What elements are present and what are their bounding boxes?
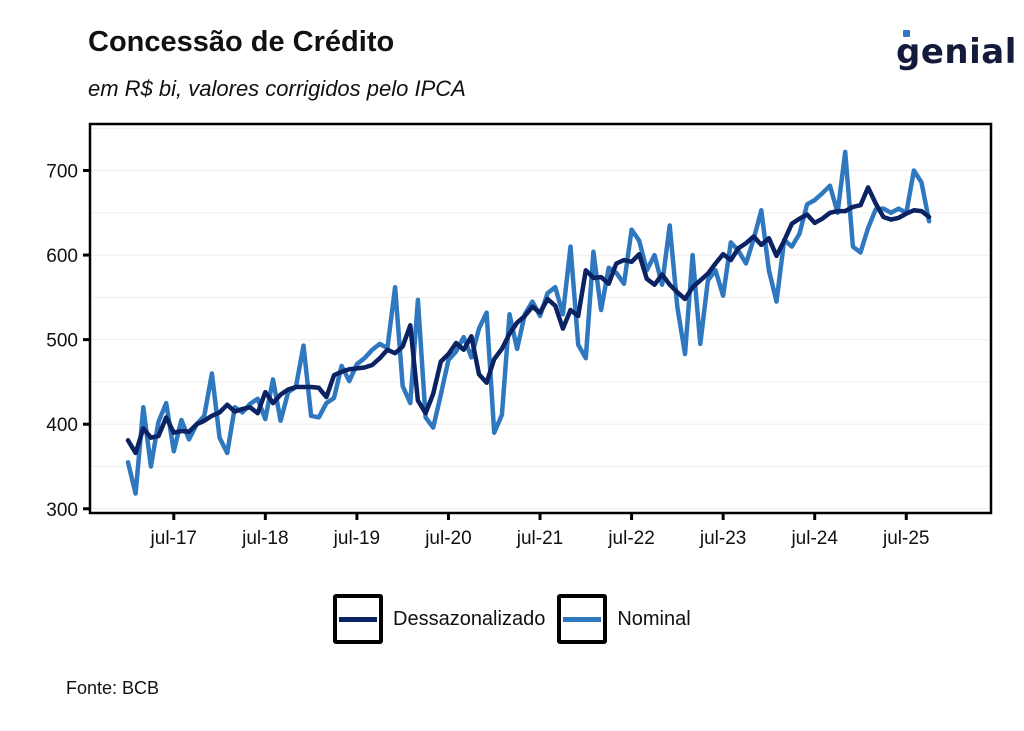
genial-logo: genial — [896, 30, 1017, 72]
source-note: Fonte: BCB — [66, 678, 160, 698]
y-tick-label: 700 — [46, 162, 78, 183]
logo-accent-icon — [903, 30, 910, 37]
legend-line-nominal — [563, 616, 602, 622]
legend-label-dessazonalizado: Dessazonalizado — [393, 607, 546, 630]
series-group — [125, 149, 932, 496]
y-axis: 300 400 500 600 700 — [46, 162, 90, 521]
x-tick-label: jul-24 — [790, 528, 838, 549]
legend-label-nominal: Nominal — [617, 607, 691, 630]
x-tick-label: jul-22 — [607, 528, 654, 549]
y-tick-label: 600 — [46, 246, 78, 267]
x-tick-label: jul-17 — [150, 528, 197, 549]
x-tick-label: jul-25 — [882, 528, 929, 549]
x-tick-label: jul-23 — [699, 528, 746, 549]
grid-lines — [90, 127, 991, 510]
series-line-dessazonalizado — [125, 185, 932, 456]
y-tick-label: 300 — [46, 500, 78, 521]
legend-line-dessazonalizado — [339, 616, 377, 622]
y-tick-label: 400 — [46, 415, 78, 436]
chart-subtitle: em R$ bi, valores corrigidos pelo IPCA — [88, 76, 466, 101]
plot-frame — [88, 122, 993, 515]
x-tick-label: jul-19 — [333, 528, 380, 549]
x-tick-label: jul-18 — [241, 528, 288, 549]
chart-title: Concessão de Crédito — [88, 26, 395, 58]
x-tick-label: jul-20 — [424, 528, 471, 549]
logo-text: genial — [896, 32, 1017, 72]
x-axis: jul-17 jul-18 jul-19 jul-20 jul-21 jul-22 jul-… — [150, 513, 930, 549]
legend: Dessazonalizado Nominal — [333, 594, 703, 644]
series-line-nominal — [125, 149, 932, 496]
legend-key-nominal — [557, 594, 608, 644]
legend-key-dessazonalizado — [333, 594, 383, 644]
y-tick-label: 500 — [46, 331, 78, 352]
x-tick-label: jul-21 — [516, 528, 563, 549]
